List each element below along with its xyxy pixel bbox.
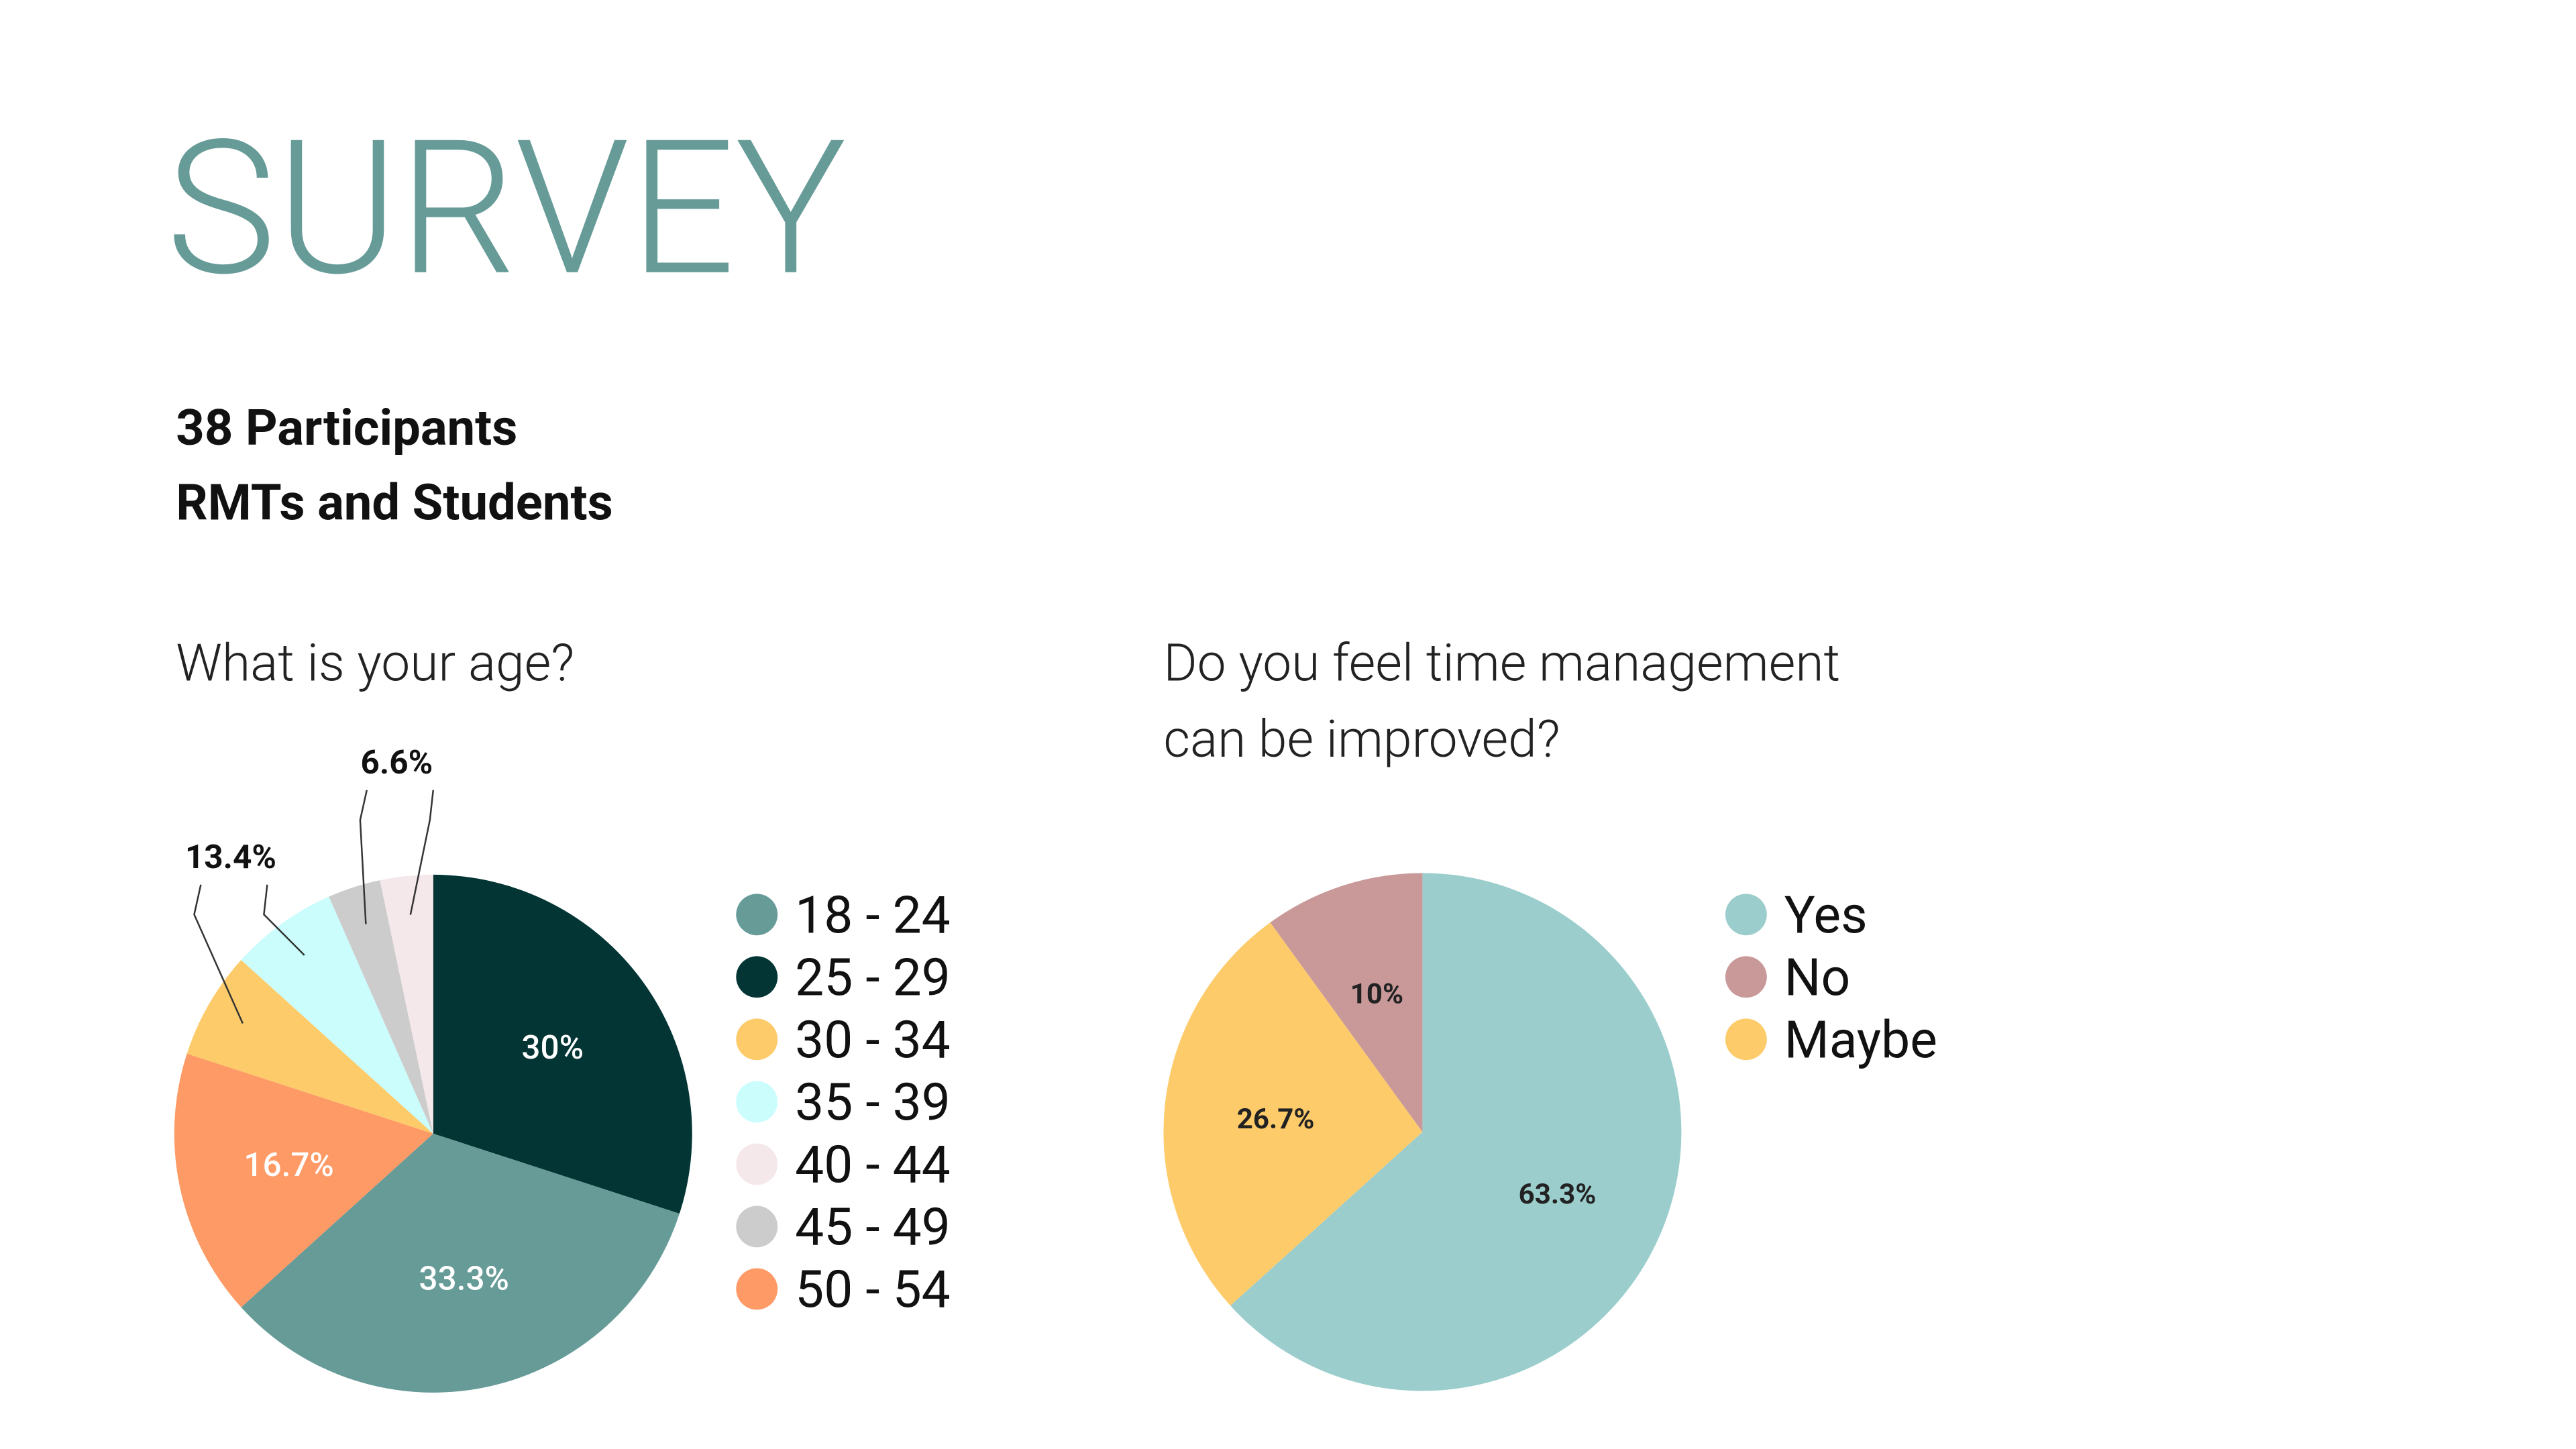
subtitle-line: RMTs and Students xyxy=(176,474,612,532)
pie-slice xyxy=(329,880,433,1134)
slice-annotation: 6.6% xyxy=(360,743,433,782)
legend-swatch xyxy=(736,1205,778,1248)
leader-line xyxy=(263,884,305,956)
legend-label: 45 - 49 xyxy=(795,1197,951,1258)
legend-label: 25 - 29 xyxy=(795,948,951,1008)
pie-slice xyxy=(174,1053,433,1307)
leader-line xyxy=(359,790,368,924)
legend-swatch xyxy=(1725,956,1767,998)
pie-slice xyxy=(1163,922,1423,1306)
leader-line xyxy=(409,790,435,915)
slice-label: 16.7% xyxy=(244,1146,334,1185)
slice-label: 30% xyxy=(521,1028,584,1067)
pie-slice xyxy=(380,874,433,1134)
legend-label: Maybe xyxy=(1784,1010,1937,1071)
slice-label: 26.7% xyxy=(1237,1103,1315,1136)
legend-label: Yes xyxy=(1784,885,1868,946)
chart-title: What is your age? xyxy=(176,633,574,693)
legend-label: 18 - 24 xyxy=(795,885,951,946)
legend-swatch xyxy=(736,894,778,936)
chart-title: Do you feel time management xyxy=(1163,633,1840,693)
pie-slice xyxy=(186,960,433,1134)
legend-label: 30 - 34 xyxy=(795,1010,951,1071)
pie-slice xyxy=(1230,873,1682,1391)
pie-slice xyxy=(433,874,692,1214)
legend-swatch xyxy=(1725,1018,1767,1061)
pie-slice xyxy=(241,896,433,1134)
legend-swatch xyxy=(736,956,778,998)
legend-label: 50 - 54 xyxy=(795,1260,951,1320)
slice-label: 63.3% xyxy=(1519,1178,1597,1211)
pie-slice xyxy=(241,1133,680,1393)
legend-swatch xyxy=(1725,894,1767,936)
slide-title: SURVEY xyxy=(166,100,847,318)
pie-slice xyxy=(1270,873,1423,1132)
subtitle-line: 38 Participants xyxy=(176,399,517,458)
slice-annotation: 13.4% xyxy=(185,838,276,877)
legend-swatch xyxy=(736,1143,778,1185)
legend-swatch xyxy=(736,1081,778,1123)
leader-line xyxy=(193,884,244,1024)
slice-label: 10% xyxy=(1350,978,1403,1011)
chart-title: can be improved? xyxy=(1163,709,1560,769)
legend-swatch xyxy=(736,1268,778,1310)
legend-swatch xyxy=(736,1018,778,1061)
slice-label: 33.3% xyxy=(419,1259,509,1298)
legend-label: 35 - 39 xyxy=(795,1073,951,1133)
legend-label: 40 - 44 xyxy=(795,1135,951,1195)
legend-label: No xyxy=(1784,948,1850,1008)
